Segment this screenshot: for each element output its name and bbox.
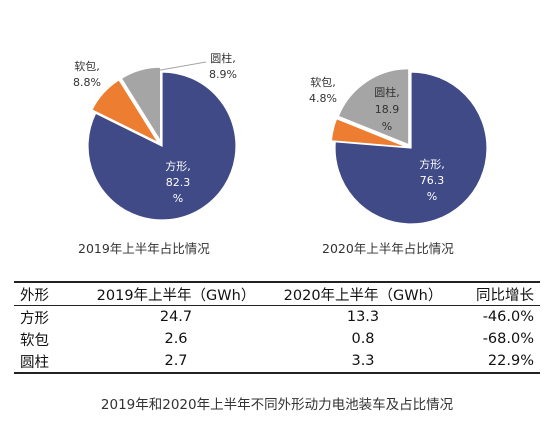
slice-label-pouch: 软包, bbox=[74, 59, 100, 73]
cell-2019: 24.7 bbox=[159, 309, 193, 325]
cell-growth: -46.0% bbox=[482, 309, 534, 325]
cell-2020: 0.8 bbox=[351, 331, 375, 347]
cell-shape: 方形 bbox=[20, 310, 49, 327]
pie-slice-cylinder bbox=[120, 66, 162, 144]
header-shape: 外形 bbox=[20, 287, 49, 304]
slice-label-pouch: 软包, bbox=[310, 75, 336, 89]
slice-label-square: 方形, bbox=[165, 159, 191, 173]
figure-caption: 2019年和2020年上半年不同外形动力电池装车及占比情况 bbox=[100, 397, 454, 413]
leader-line-cylinder bbox=[154, 61, 207, 72]
pie-slice-square bbox=[87, 71, 237, 221]
table-row: 圆柱 2.7 3.3 22.9% bbox=[14, 350, 540, 373]
header-2020: 2020年上半年（GWh） bbox=[283, 287, 443, 304]
cell-2019: 2.6 bbox=[164, 331, 188, 347]
pie-slice-pouch bbox=[91, 79, 160, 145]
slice-value-square: 82.3 bbox=[166, 176, 191, 189]
installation-table: 外形 2019年上半年（GWh） 2020年上半年（GWh） 同比增长 方形 2… bbox=[14, 281, 540, 374]
pie-slice-square bbox=[334, 71, 488, 225]
slice-value-pouch: 8.8% bbox=[73, 76, 101, 89]
slice-value-pouch: 4.8% bbox=[309, 92, 337, 105]
pie-charts-area: 方形, 82.3% 软包, 8.8% 圆柱, 8.9% 方形, 76.3% 软包, 4.8% 圆柱… bbox=[73, 51, 488, 225]
cell-2020: 13.3 bbox=[346, 309, 380, 325]
table-row: 软包 2.6 0.8 -68.0% bbox=[14, 328, 540, 350]
cell-shape: 圆柱 bbox=[20, 354, 49, 371]
slice-label-square: 方形, bbox=[419, 157, 445, 171]
pie-2020-subtitle: 2020年上半年占比情况 bbox=[322, 241, 454, 256]
pie-slice-cylinder bbox=[337, 68, 410, 146]
table-header-row: 外形 2019年上半年（GWh） 2020年上半年（GWh） 同比增长 bbox=[14, 282, 540, 306]
slice-value-cylinder: 8.9% bbox=[209, 68, 237, 81]
slice-value-square: 76.3 bbox=[420, 174, 445, 187]
pie-2019-subtitle: 2019年上半年占比情况 bbox=[78, 241, 210, 256]
slice-unit-cylinder: % bbox=[382, 120, 392, 133]
pie-chart-2020: 方形, 76.3% 软包, 4.8% 圆柱, 18.9% bbox=[309, 68, 488, 225]
header-2019: 2019年上半年（GWh） bbox=[96, 287, 256, 304]
table-row: 方形 24.7 13.3 -46.0% bbox=[14, 306, 540, 329]
pie-slice-pouch bbox=[330, 117, 408, 148]
cell-growth: -68.0% bbox=[482, 331, 534, 347]
slice-unit-square: % bbox=[427, 190, 437, 203]
header-growth: 同比增长 bbox=[476, 287, 534, 304]
cell-shape: 软包 bbox=[20, 332, 49, 349]
cell-2020: 3.3 bbox=[351, 353, 375, 369]
pie-chart-2019: 方形, 82.3% 软包, 8.8% 圆柱, 8.9% bbox=[73, 51, 237, 221]
cell-growth: 22.9% bbox=[487, 353, 534, 369]
slice-label-cylinder: 圆柱, bbox=[374, 85, 400, 99]
slice-unit-square: % bbox=[173, 192, 183, 205]
cell-2019: 2.7 bbox=[164, 353, 188, 369]
slice-label-cylinder: 圆柱, bbox=[210, 51, 236, 65]
slice-value-cylinder: 18.9 bbox=[375, 103, 400, 116]
